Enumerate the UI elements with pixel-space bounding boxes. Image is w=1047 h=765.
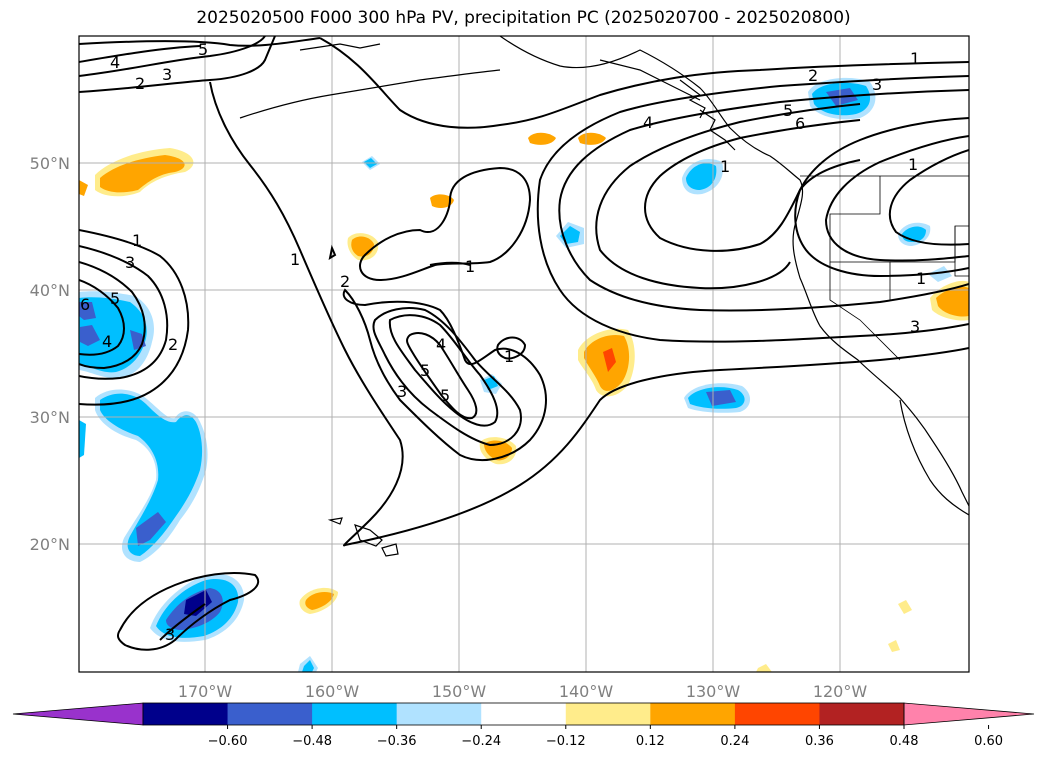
precip-shading <box>79 77 969 672</box>
lon-label: 120°W <box>813 682 868 701</box>
colorbar-tick-label: −0.12 <box>546 734 586 749</box>
contour-label: 1 <box>916 269 926 288</box>
contour-label: 4 <box>102 332 112 351</box>
contour-label: 5 <box>420 361 430 380</box>
colorbar-extension-right <box>903 702 1035 726</box>
colorbar-segment <box>481 703 567 725</box>
contour-label: 1 <box>910 49 920 68</box>
colorbar-segment <box>143 703 229 725</box>
lat-label: 40°N <box>30 281 70 300</box>
lon-label: 170°W <box>178 682 233 701</box>
lat-label: 30°N <box>30 408 70 427</box>
lat-label: 20°N <box>30 535 70 554</box>
colorbar-tick-label: −0.36 <box>377 734 417 749</box>
contour-label: 2 <box>135 74 145 93</box>
colorbar-segment <box>396 703 482 725</box>
contour-label: 5 <box>440 386 450 405</box>
colorbar <box>12 702 1035 726</box>
gridlines <box>79 36 969 672</box>
colorbar-extension-left <box>12 702 144 726</box>
map-title: 2025020500 F000 300 hPa PV, precipitatio… <box>196 8 851 28</box>
colorbar-tick-label: 0.12 <box>636 734 665 749</box>
colorbar-segment <box>227 703 313 725</box>
colorbar-segment <box>312 703 398 725</box>
contour-label: 3 <box>872 75 882 94</box>
contour-label: 1 <box>720 157 730 176</box>
colorbar-tick-label: 0.60 <box>974 734 1003 749</box>
lon-label: 150°W <box>432 682 487 701</box>
contour-label: 4 <box>643 113 653 132</box>
contour-label: 2 <box>168 335 178 354</box>
contour-label: 1 <box>908 155 918 174</box>
map-area <box>79 36 969 672</box>
map-border <box>78 35 970 673</box>
colorbar-frame <box>142 702 905 726</box>
colorbar-segment <box>650 703 736 725</box>
lon-label: 140°W <box>559 682 614 701</box>
contour-label: 1 <box>465 257 475 276</box>
contour-label: 3 <box>165 625 175 644</box>
contour-label: 1 <box>132 231 142 250</box>
colorbar-tick-label: 0.36 <box>805 734 834 749</box>
contour-label: 1 <box>504 347 514 366</box>
colorbar-tick-label: 0.24 <box>720 734 749 749</box>
colorbar-tick-label: −0.24 <box>461 734 501 749</box>
contour-label: 4 <box>436 335 446 354</box>
contour-label: 6 <box>80 295 90 314</box>
contour-label: 5 <box>198 40 208 59</box>
colorbar-segment <box>819 703 905 725</box>
colorbar-tick-labels: −0.60 −0.48 −0.36 −0.24 −0.12 0.12 0.24 0.36 0.4… <box>208 725 1003 749</box>
contour-label: 5 <box>783 101 793 120</box>
contour-label: 3 <box>397 382 407 401</box>
contour-labels: 4 3 2 5 1 1 2 3 4 5 6 1 1 3 5 6 4 2 1 1 … <box>80 40 926 644</box>
contour-label: 5 <box>110 289 120 308</box>
contour-label: 4 <box>110 53 120 72</box>
longitude-labels: 170°W 160°W 150°W 140°W 130°W 120°W <box>178 682 868 701</box>
contour-label: 2 <box>340 272 350 291</box>
shade-orange <box>100 155 185 193</box>
colorbar-tick-label: −0.48 <box>292 734 332 749</box>
colorbar-tick-label: 0.48 <box>890 734 919 749</box>
contour-label: 6 <box>795 114 805 133</box>
lat-label: 50°N <box>30 154 70 173</box>
latitude-labels: 50°N 40°N 30°N 20°N <box>30 154 70 554</box>
contour-label: 2 <box>808 66 818 85</box>
lon-label: 160°W <box>305 682 360 701</box>
contour-label: 3 <box>910 317 920 336</box>
contour-label: 1 <box>290 250 300 269</box>
colorbar-segment <box>734 703 820 725</box>
colorbar-tick-label: −0.60 <box>208 734 248 749</box>
colorbar-segment <box>565 703 651 725</box>
contour-label: 3 <box>162 65 172 84</box>
contour-label: 3 <box>125 253 135 272</box>
pv-contours <box>79 36 969 651</box>
lon-label: 130°W <box>686 682 741 701</box>
